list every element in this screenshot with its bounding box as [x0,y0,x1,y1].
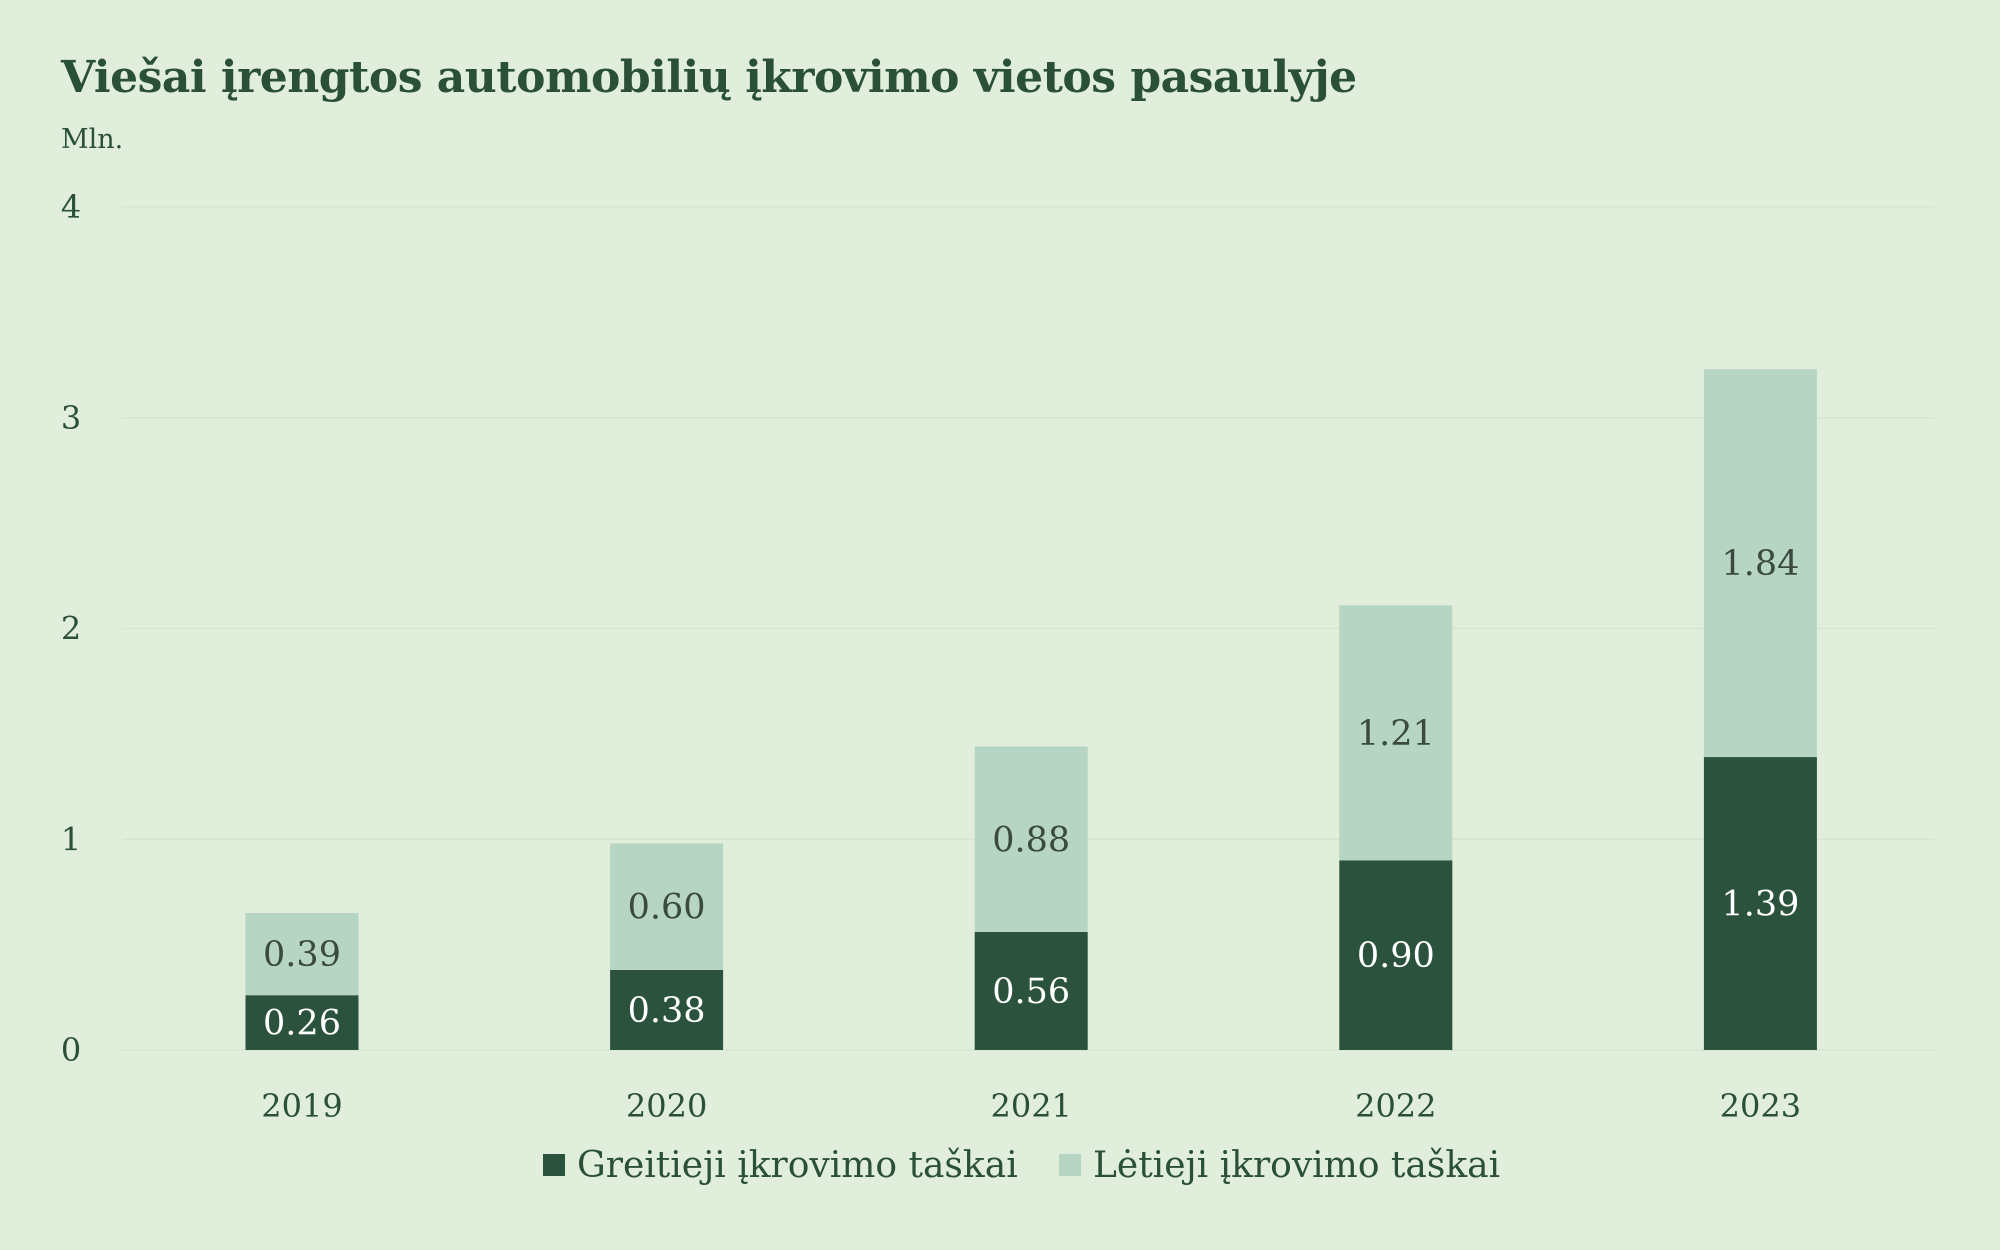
y-tick-label: 2 [61,610,81,648]
x-tick-label: 2023 [1720,1087,1801,1125]
bar-slow [1703,369,1817,758]
data-label: 0.39 [263,935,341,975]
data-label: 0.26 [263,1004,341,1044]
bar-fast [245,995,359,1050]
data-label: 1.39 [1721,885,1799,925]
data-label: 0.88 [992,820,1070,860]
bar-fast [610,969,724,1050]
y-tick-label: 0 [61,1031,81,1069]
x-tick-label: 2019 [261,1087,342,1125]
data-label: 1.84 [1721,544,1799,584]
data-label: 0.56 [992,972,1070,1012]
y-tick-label: 4 [61,188,81,226]
legend-label: Lėtieji įkrovimo taškai [1093,1145,1500,1186]
x-tick-label: 2022 [1355,1087,1436,1125]
x-tick-label: 2020 [626,1087,707,1125]
legend-swatch [543,1154,565,1176]
bar-slow [1339,605,1453,861]
bar-fast [1339,860,1453,1050]
data-label: 0.38 [628,991,706,1031]
bar-slow [974,746,1088,932]
legend-swatch [1059,1154,1081,1176]
data-label: 0.90 [1357,936,1435,976]
chart-unit-label: Mln. [61,124,124,155]
data-label: 0.60 [628,888,706,928]
bar-slow [610,843,724,970]
data-label: 1.21 [1357,714,1435,754]
bar-fast [1703,757,1817,1050]
x-tick-label: 2021 [990,1087,1071,1125]
legend-label: Greitieji įkrovimo taškai [577,1145,1018,1186]
bar-slow [245,913,359,996]
y-tick-label: 3 [61,399,81,437]
bar-fast [974,931,1088,1050]
y-tick-label: 1 [61,820,81,858]
chart-title: Viešai įrengtos automobilių įkrovimo vie… [61,52,1357,103]
